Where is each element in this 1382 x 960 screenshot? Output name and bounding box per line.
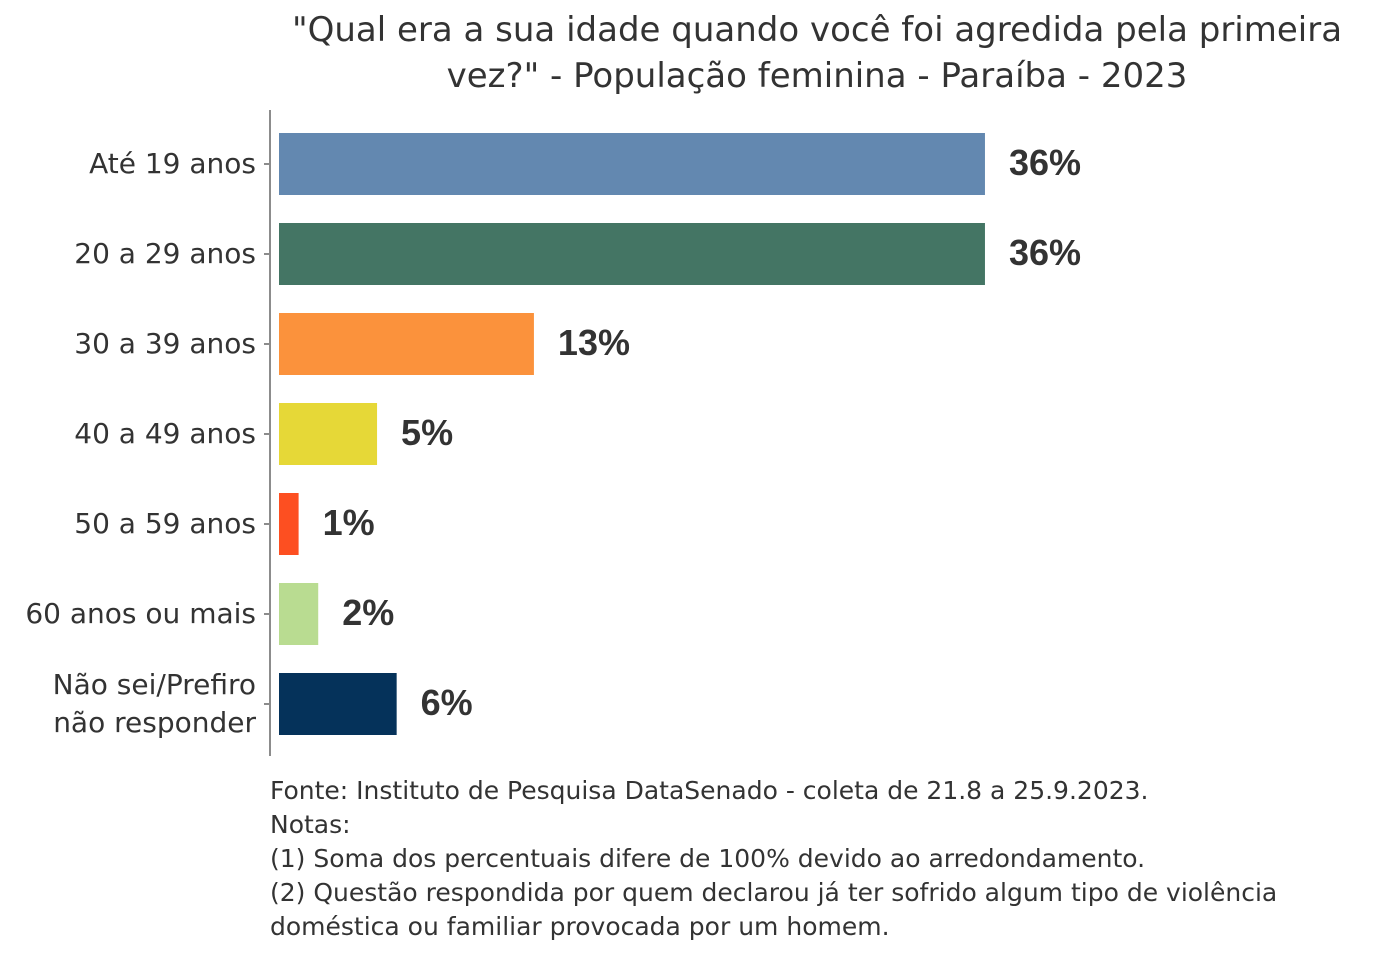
category-label: Até 19 anos <box>89 147 256 180</box>
bar-1 <box>279 133 985 195</box>
category-label: 60 anos ou mais <box>25 597 256 630</box>
category-label: 50 a 59 anos <box>74 507 256 540</box>
bar-6 <box>279 583 319 645</box>
category-label: 30 a 39 anos <box>74 327 256 360</box>
bar-7 <box>279 673 397 735</box>
bar-5 <box>279 493 299 555</box>
chart-footer: Fonte: Instituto de Pesquisa DataSenado … <box>270 774 1370 944</box>
category-label: 40 a 49 anos <box>74 417 256 450</box>
bar-4 <box>279 403 378 465</box>
bar-value-label: 5% <box>401 412 454 453</box>
chart-title-line-1: "Qual era a sua idade quando você foi ag… <box>291 10 1343 50</box>
source-note: Fonte: Instituto de Pesquisa DataSenado … <box>270 776 1149 805</box>
bar-value-label: 1% <box>322 502 375 543</box>
category-label: Não sei/Prefiro <box>52 668 256 701</box>
chart-title-line-2: vez?" - População feminina - Paraíba - 2… <box>446 56 1188 96</box>
category-label: não responder <box>53 706 256 739</box>
bar-value-label: 2% <box>342 592 395 633</box>
bar-value-label: 36% <box>1008 232 1082 273</box>
category-label: 20 a 29 anos <box>74 237 256 270</box>
note-2-line-2: doméstica ou familiar provocada por um h… <box>270 912 890 941</box>
bar-value-label: 6% <box>420 682 473 723</box>
bar-3 <box>279 313 534 375</box>
note-2-line-1: (2) Questão respondida por quem declarou… <box>270 878 1278 907</box>
notes-heading: Notas: <box>270 810 351 839</box>
bar-value-label: 36% <box>1008 142 1082 183</box>
note-1: (1) Soma dos percentuais difere de 100% … <box>270 844 1146 873</box>
bar-2 <box>279 223 985 285</box>
bar-value-label: 13% <box>557 322 630 363</box>
